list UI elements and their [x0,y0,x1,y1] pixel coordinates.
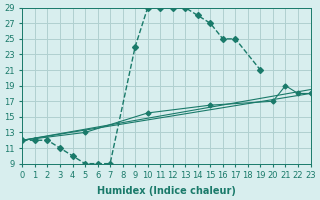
X-axis label: Humidex (Indice chaleur): Humidex (Indice chaleur) [97,186,236,196]
